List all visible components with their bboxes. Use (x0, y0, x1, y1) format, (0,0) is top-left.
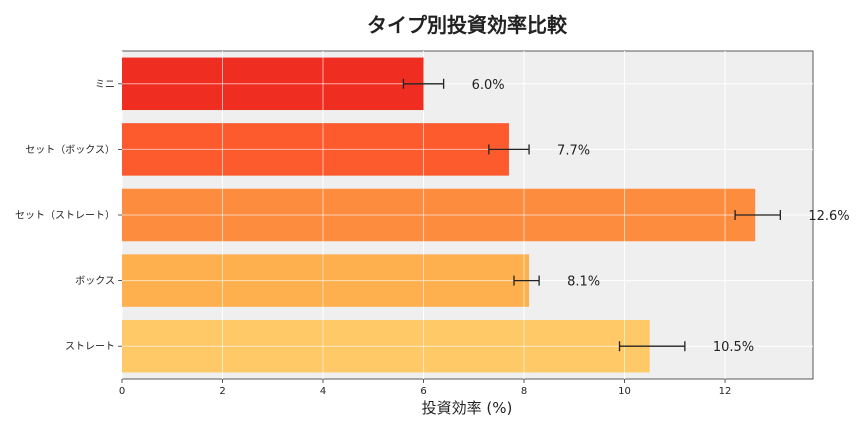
x-tick-label: 2 (219, 386, 225, 397)
x-tick-label: 0 (119, 386, 125, 397)
x-axis-ticks: 0 2 4 6 8 10 12 (119, 379, 732, 397)
data-label: 12.6% (808, 209, 849, 224)
data-label: 8.1% (567, 275, 600, 290)
bars (122, 57, 756, 373)
chart-title: タイプ別投資効率比較 (367, 13, 568, 37)
x-axis-label: 投資効率 (%) (422, 399, 513, 417)
x-tick-label: 8 (521, 386, 527, 397)
y-tick-label: ボックス (75, 275, 115, 287)
data-label: 10.5% (713, 340, 754, 355)
y-tick-label: セット（ボックス） (25, 144, 115, 156)
x-tick-label: 12 (719, 386, 732, 397)
data-label: 7.7% (557, 143, 590, 158)
y-tick-label: ミニ (95, 79, 115, 90)
y-tick-label: ストレート (65, 342, 115, 353)
y-tick-label: セット（ストレート） (15, 210, 115, 222)
data-label: 6.0% (472, 78, 505, 93)
data-labels: 6.0% 7.7% 12.6% 8.1% 10.5% (472, 78, 850, 355)
x-tick-label: 4 (320, 386, 326, 397)
x-tick-label: 10 (618, 386, 631, 397)
error-bars (402, 78, 781, 352)
x-tick-label: 6 (420, 386, 426, 397)
